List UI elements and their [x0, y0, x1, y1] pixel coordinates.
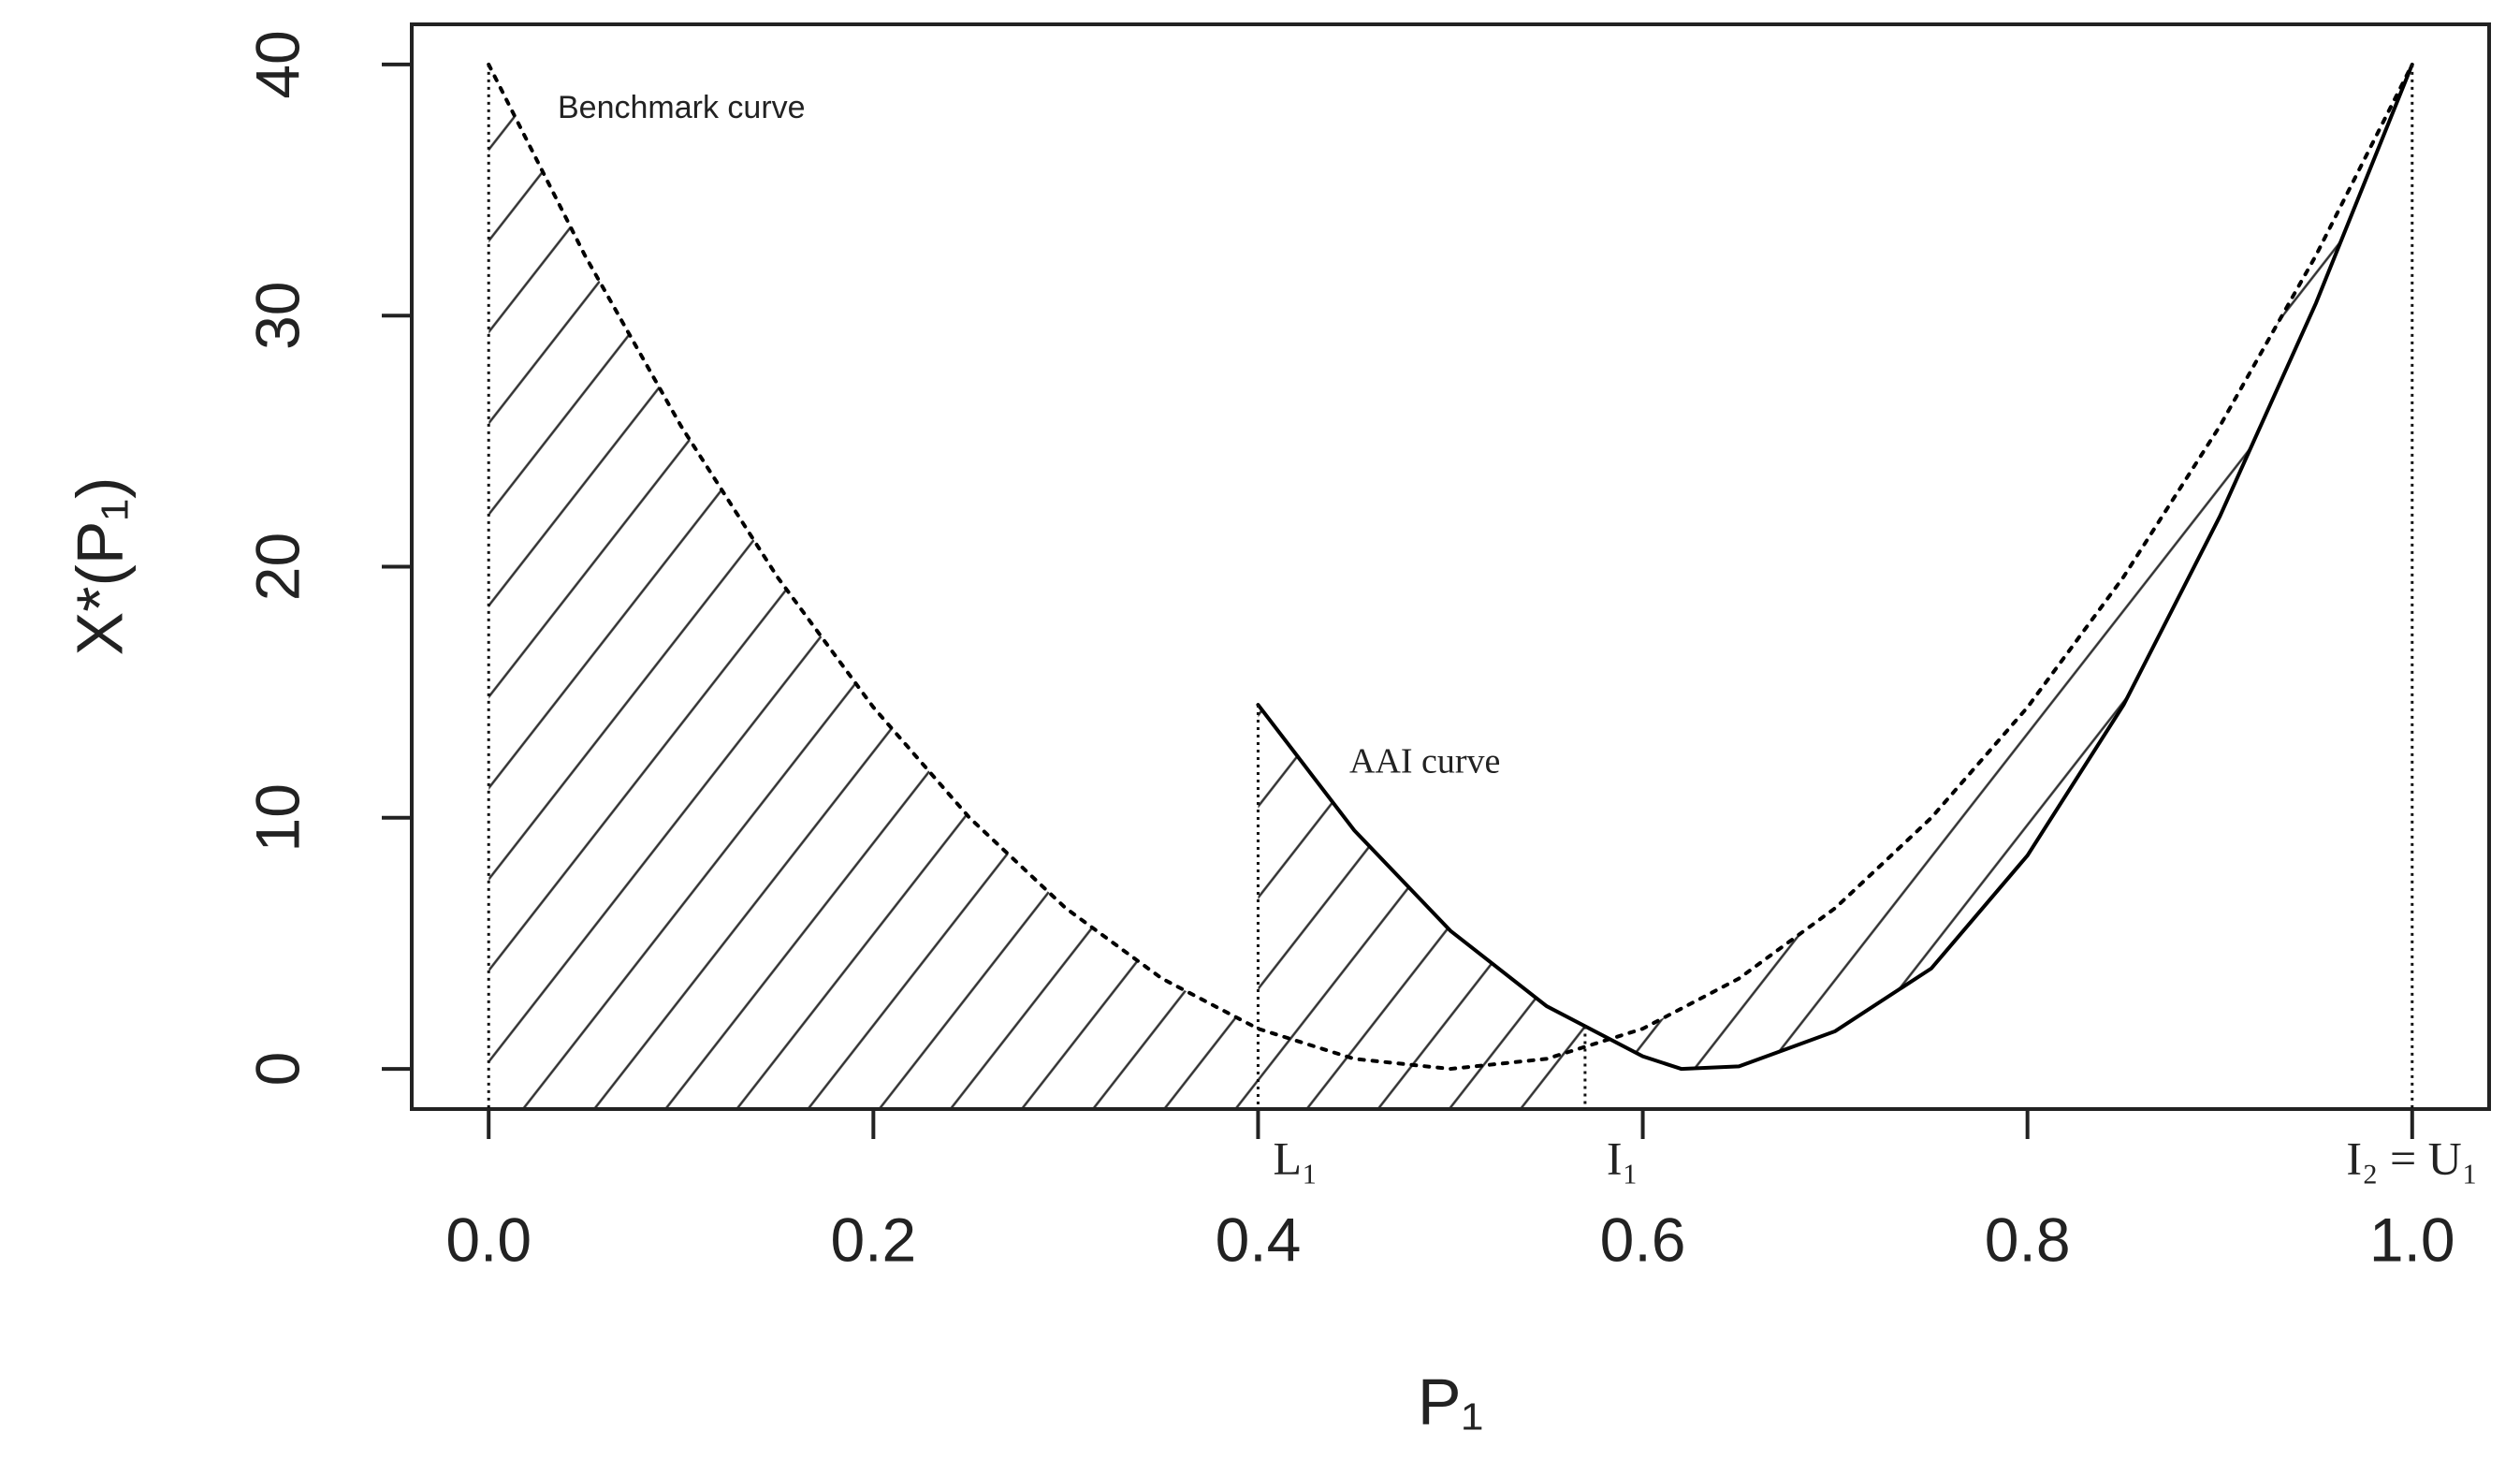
y-tick-label: 40 [242, 30, 312, 98]
y-tick-label: 20 [242, 533, 312, 601]
benchmark-label: Benchmark curve [558, 90, 806, 125]
x-tick-label: 0.4 [1216, 1205, 1302, 1274]
x-tick-label: 0.0 [445, 1205, 532, 1274]
y-axis-title: X*(P₁) [63, 477, 136, 656]
vertical-line-label: I₂ = U₁ [2346, 1132, 2478, 1184]
vertical-line-label: L₁ [1273, 1132, 1318, 1184]
hatch-layer [488, 64, 2412, 1109]
x-tick-label: 1.0 [2369, 1205, 2455, 1274]
y-tick-label: 30 [242, 282, 312, 350]
y-tick-label: 0 [242, 1052, 312, 1087]
x-tick-label: 0.8 [1985, 1205, 2071, 1274]
y-tick-label: 10 [242, 783, 312, 852]
x-tick-label: 0.2 [830, 1205, 916, 1274]
curve [1256, 62, 2414, 1072]
aai-label: AAI curve [1349, 742, 1500, 781]
x-tick-label: 0.6 [1600, 1205, 1686, 1274]
vertical-line-label: I₁ [1607, 1132, 1639, 1184]
x-axis-title: P₁ [1418, 1365, 1483, 1438]
curve [487, 62, 2414, 1072]
